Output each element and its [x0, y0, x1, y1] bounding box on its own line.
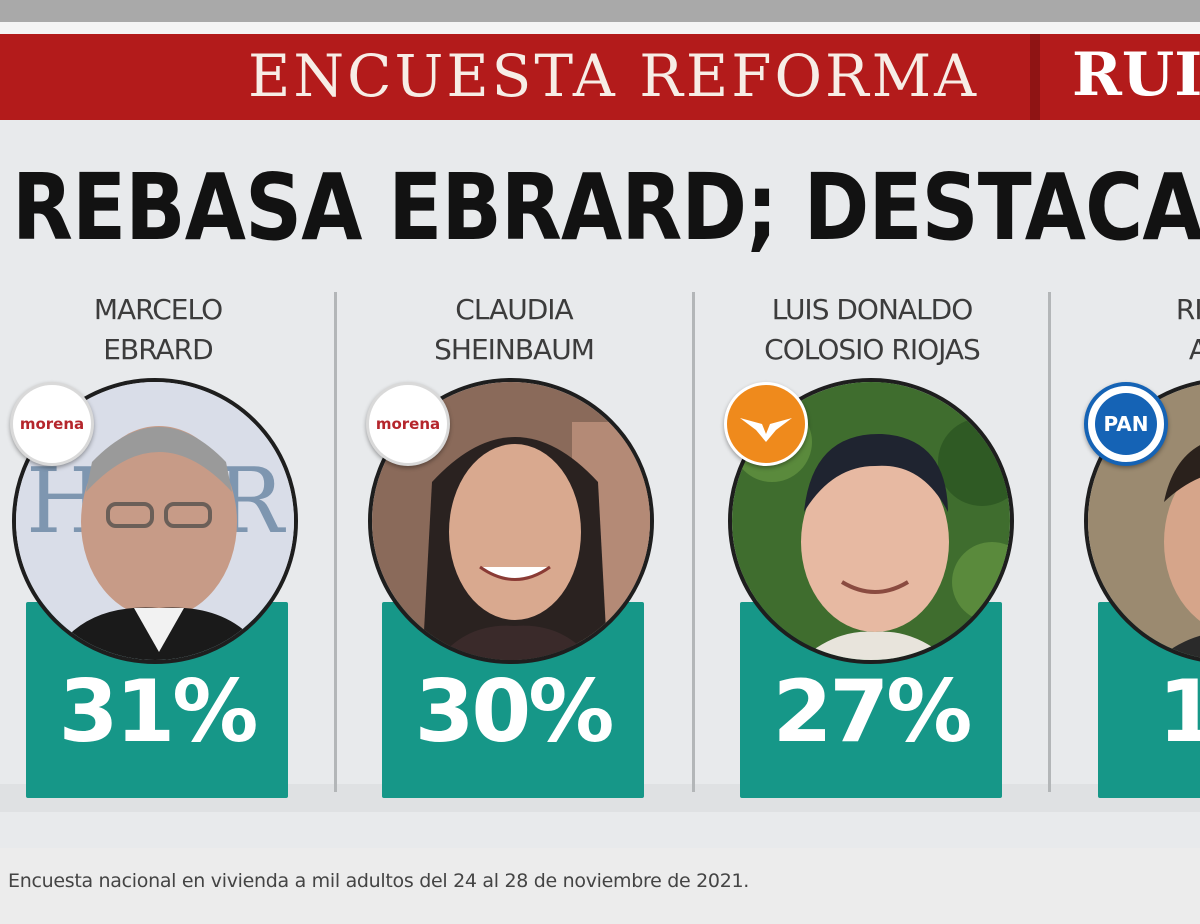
column-divider — [334, 292, 337, 792]
candidate-name: CLAUDIA SHEINBAUM — [344, 290, 684, 370]
candidate-card-colosio: LUIS DONALDO COLOSIO RIOJAS 27% — [702, 290, 1042, 810]
candidate-name: RIC A — [1058, 290, 1200, 370]
candidate-name-line1: MARCELO — [93, 293, 223, 326]
candidate-name-line2: SHEINBAUM — [434, 333, 595, 366]
percent-value: 31% — [58, 662, 259, 762]
banner-right-text: RUI — [1072, 40, 1200, 110]
pan-logo-mark: PAN — [1095, 393, 1157, 455]
top-white-strip — [0, 22, 1200, 34]
candidate-name-line1: LUIS DONALDO — [771, 293, 974, 326]
eagle-icon — [740, 418, 792, 442]
movimiento-ciudadano-logo-icon — [724, 382, 808, 466]
portrait-illustration: H R — [16, 382, 294, 660]
candidate-name-line1: CLAUDIA — [455, 293, 573, 326]
banner-title: ENCUESTA REFORMA — [248, 42, 980, 110]
pan-logo-icon: PAN — [1084, 382, 1168, 466]
candidate-name-line2: EBRARD — [103, 333, 213, 366]
morena-logo-icon: morena — [10, 382, 94, 466]
column-divider — [692, 292, 695, 792]
headline: REBASA EBRARD; DESTACA CO — [12, 154, 1200, 261]
percent-value: 30% — [414, 662, 615, 762]
banner-separator — [1030, 34, 1040, 120]
percent-value: 1 — [1158, 662, 1200, 762]
candidate-name: MARCELO EBRARD — [0, 290, 328, 370]
section-banner: ENCUESTA REFORMA RUI — [0, 34, 1200, 120]
footnote: Encuesta nacional en vivienda a mil adul… — [8, 870, 750, 892]
percent-value: 27% — [772, 662, 973, 762]
candidate-name-line2: A — [1188, 333, 1200, 366]
candidate-name-line2: COLOSIO RIOJAS — [764, 333, 981, 366]
candidate-card-ebrard: MARCELO EBRARD 31% H R morena — [0, 290, 328, 810]
footnote-area: Encuesta nacional en vivienda a mil adul… — [0, 848, 1200, 924]
column-divider — [1048, 292, 1051, 792]
infographic-body: REBASA EBRARD; DESTACA CO MARCELO EBRARD… — [0, 120, 1200, 848]
top-border-strip — [0, 0, 1200, 22]
candidate-card-sheinbaum: CLAUDIA SHEINBAUM 30% morena — [344, 290, 684, 810]
candidate-card-anaya: RIC A 1 PAN — [1058, 290, 1200, 810]
morena-logo-icon: morena — [366, 382, 450, 466]
candidate-photo — [368, 378, 654, 664]
candidate-photo: H R — [12, 378, 298, 664]
candidate-name-line1: RIC — [1175, 293, 1200, 326]
candidate-name: LUIS DONALDO COLOSIO RIOJAS — [702, 290, 1042, 370]
portrait-illustration — [372, 382, 650, 660]
